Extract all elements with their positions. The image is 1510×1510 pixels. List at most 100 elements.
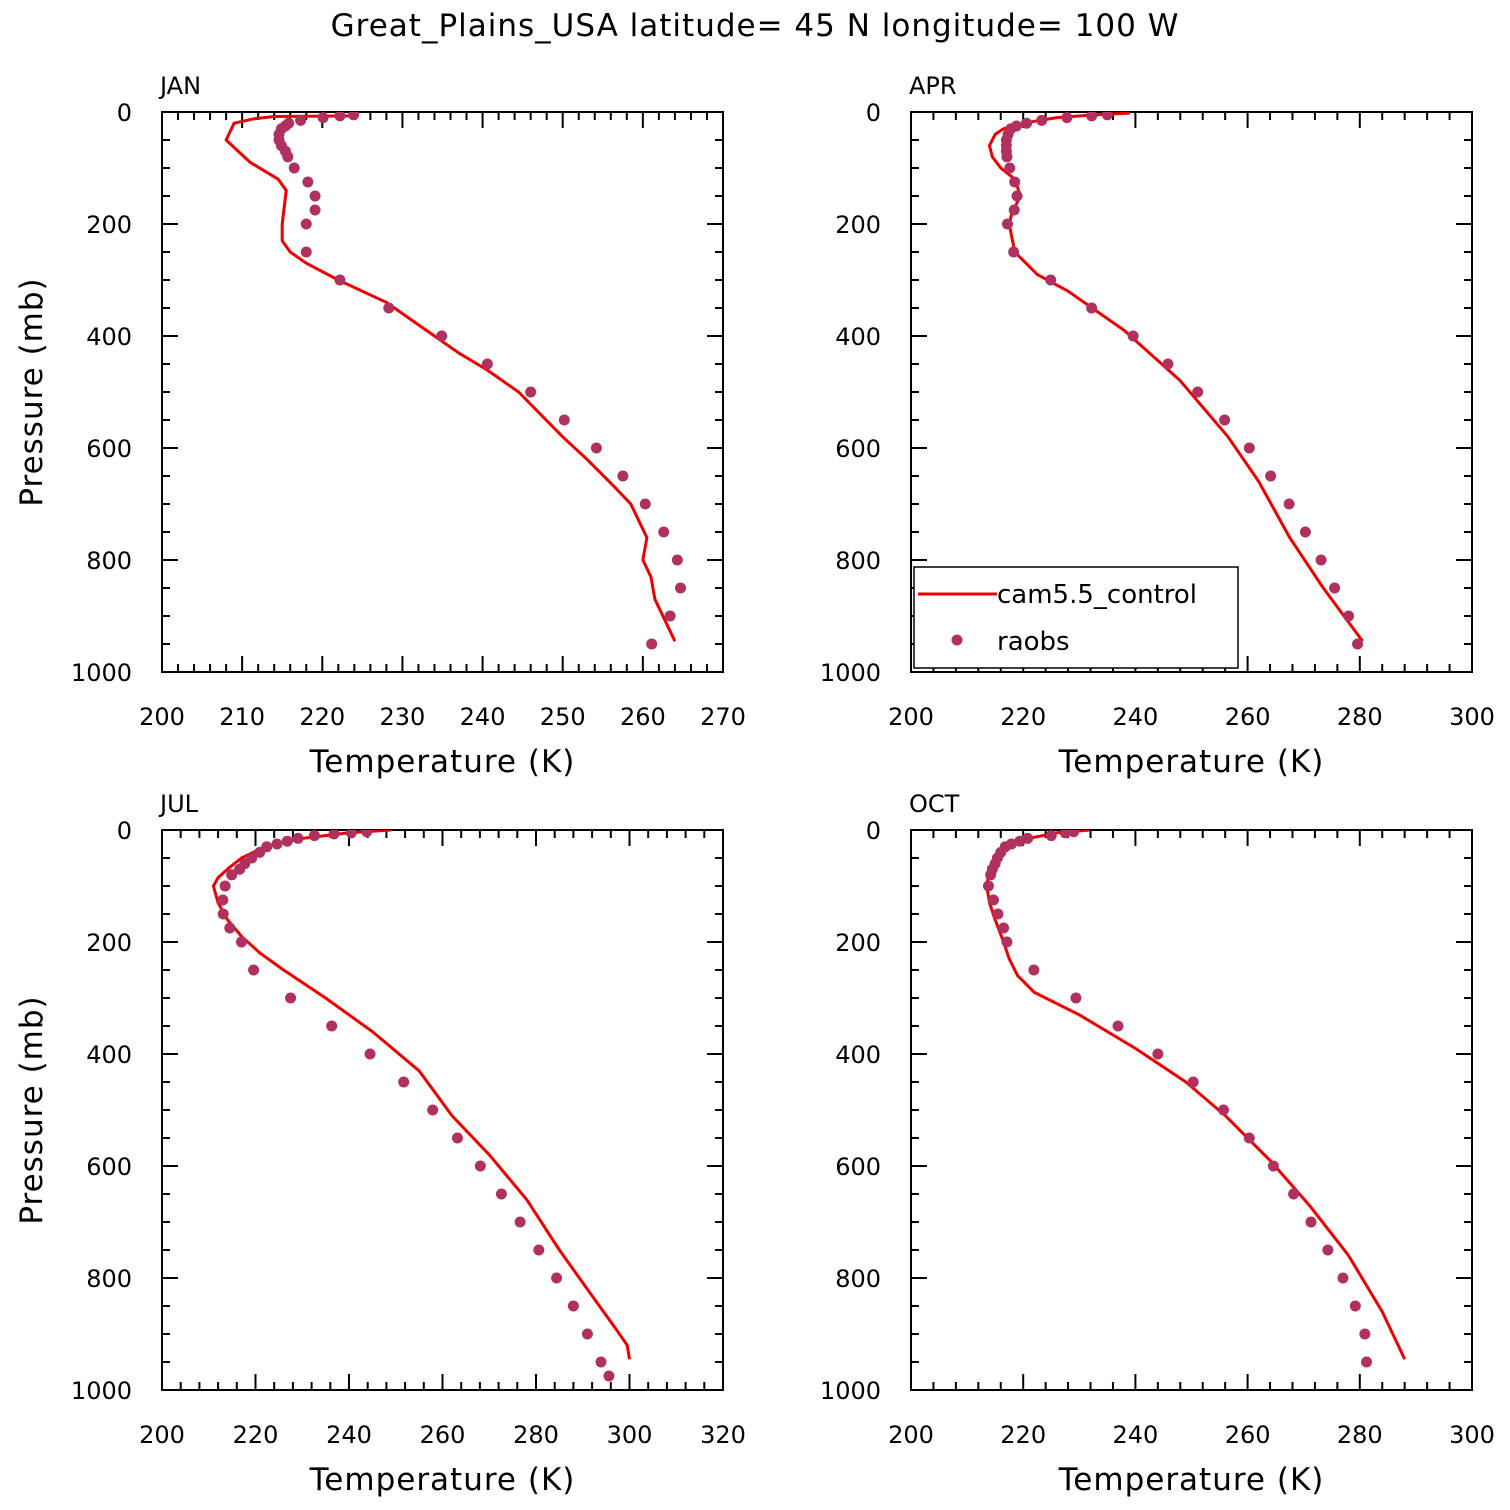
y-tick-label: 800 <box>86 1265 132 1293</box>
y-tick-label: 400 <box>835 323 881 351</box>
obs-point <box>1011 190 1023 202</box>
obs-point <box>992 908 1004 920</box>
obs-point <box>345 830 357 839</box>
obs-point <box>383 302 395 314</box>
obs-point <box>248 964 260 976</box>
y-tick-label: 400 <box>835 1041 881 1069</box>
y-tick-label: 400 <box>86 1041 132 1069</box>
obs-point <box>1267 1160 1279 1172</box>
obs-point <box>300 218 312 230</box>
obs-point <box>1061 112 1073 124</box>
x-tick-label: 220 <box>299 703 345 731</box>
x-tick-label: 280 <box>1337 1421 1383 1449</box>
panel-title: OCT <box>909 790 960 818</box>
obs-point <box>1045 274 1057 286</box>
obs-point <box>451 1132 463 1144</box>
y-tick-label: 200 <box>835 929 881 957</box>
x-tick-label: 250 <box>540 703 586 731</box>
plot-frame <box>161 829 724 1391</box>
obs-point <box>334 112 346 122</box>
obs-point <box>288 162 300 174</box>
obs-point <box>1036 114 1048 126</box>
legend-point-swatch <box>951 634 963 646</box>
obs-point <box>309 204 321 216</box>
obs-point <box>1187 1076 1199 1088</box>
plot-area <box>211 830 631 1382</box>
obs-point <box>1329 582 1341 594</box>
obs-point <box>1359 1328 1371 1340</box>
obs-point <box>436 330 448 342</box>
obs-point <box>234 863 246 875</box>
obs-point <box>361 830 373 838</box>
obs-point <box>639 498 651 510</box>
obs-point <box>675 582 687 594</box>
plot-area <box>224 112 687 650</box>
y-tick-label: 0 <box>117 99 132 127</box>
x-tick-label: 260 <box>1225 703 1271 731</box>
x-tick-label: 220 <box>1000 1421 1046 1449</box>
y-tick-label: 600 <box>86 1153 132 1181</box>
obs-point <box>595 1356 607 1368</box>
obs-point <box>348 112 360 121</box>
obs-point <box>254 846 266 858</box>
y-tick-label: 0 <box>866 817 881 845</box>
x-tick-label: 220 <box>1000 703 1046 731</box>
obs-point <box>671 554 683 566</box>
x-tick-label: 210 <box>219 703 265 731</box>
obs-point <box>985 869 997 881</box>
obs-point <box>481 358 493 370</box>
y-tick-label: 0 <box>866 99 881 127</box>
obs-point <box>1162 358 1174 370</box>
obs-point <box>217 894 229 906</box>
obs-point <box>533 1244 545 1256</box>
obs-point <box>1009 176 1021 188</box>
y-tick-label: 400 <box>86 323 132 351</box>
y-tick-label: 0 <box>117 817 132 845</box>
x-tick-label: 300 <box>1449 1421 1495 1449</box>
obs-point <box>1288 1188 1300 1200</box>
obs-point <box>334 274 346 286</box>
model-line <box>988 112 1364 643</box>
obs-point <box>1001 218 1013 230</box>
obs-point <box>326 1020 338 1032</box>
obs-point <box>1059 830 1071 839</box>
obs-point <box>282 151 294 163</box>
obs-point <box>1299 526 1311 538</box>
obs-point <box>987 894 999 906</box>
y-tick-label: 800 <box>835 547 881 575</box>
y-tick-label: 800 <box>86 547 132 575</box>
obs-point <box>398 1076 410 1088</box>
obs-point <box>1315 554 1327 566</box>
y-tick-label: 600 <box>86 435 132 463</box>
obs-point <box>364 1048 376 1060</box>
obs-point <box>224 922 236 934</box>
obs-point <box>590 442 602 454</box>
panel-title: JUL <box>158 790 199 818</box>
legend-box <box>913 566 1239 669</box>
obs-point <box>295 114 307 126</box>
obs-point <box>581 1328 593 1340</box>
figure-title: Great_Plains_USA latitude= 45 N longitud… <box>330 8 1180 44</box>
x-axis-label: Temperature (K) <box>309 744 576 780</box>
obs-point <box>302 176 314 188</box>
x-tick-label: 260 <box>1225 1421 1271 1449</box>
obs-point <box>235 936 247 948</box>
obs-point <box>1045 830 1057 842</box>
obs-point <box>1001 936 1013 948</box>
legend-label-obs: raobs <box>997 627 1070 657</box>
obs-point <box>664 610 676 622</box>
x-tick-label: 260 <box>620 703 666 731</box>
panel-title: JAN <box>158 72 201 100</box>
obs-point <box>1127 330 1139 342</box>
obs-point <box>1028 964 1040 976</box>
obs-point <box>1086 112 1098 122</box>
x-tick-label: 200 <box>888 703 934 731</box>
obs-point <box>1008 204 1020 216</box>
plot-area <box>988 112 1364 650</box>
y-tick-label: 200 <box>86 929 132 957</box>
x-tick-label: 240 <box>1112 703 1158 731</box>
model-line <box>224 114 677 642</box>
x-tick-label: 300 <box>1449 703 1495 731</box>
x-tick-label: 300 <box>607 1421 653 1449</box>
